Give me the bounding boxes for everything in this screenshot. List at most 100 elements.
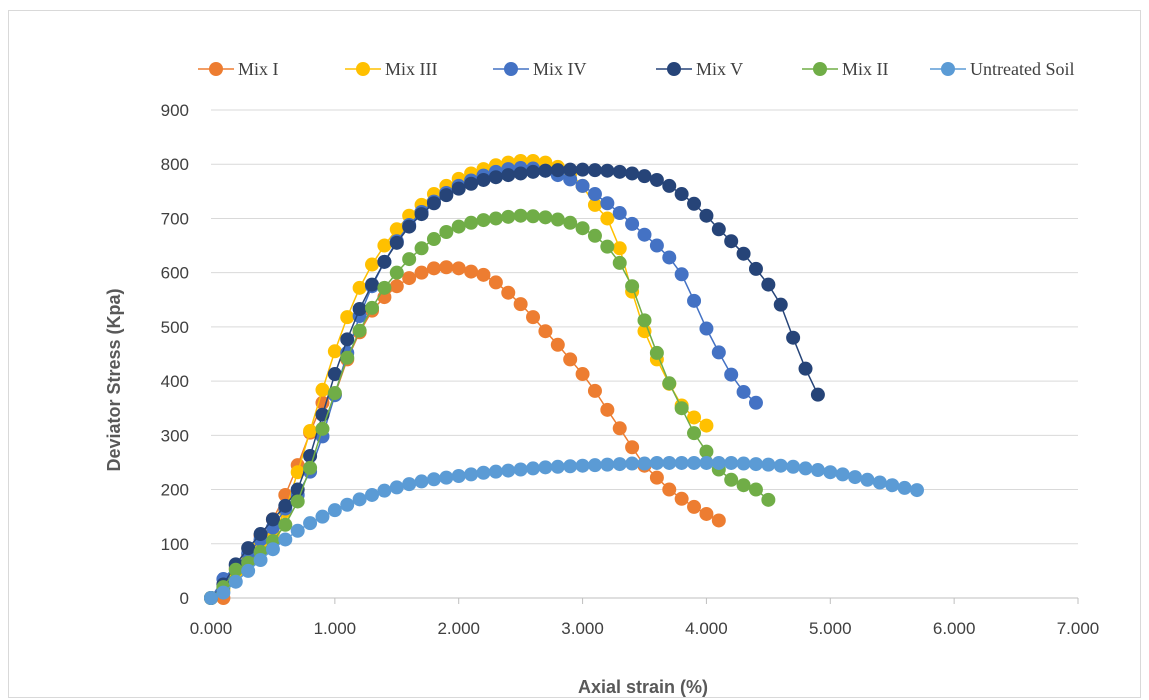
data-point bbox=[798, 461, 813, 476]
data-point bbox=[526, 310, 541, 325]
data-point bbox=[303, 423, 318, 438]
data-point bbox=[600, 196, 615, 211]
data-point bbox=[637, 456, 652, 471]
data-point bbox=[761, 277, 776, 292]
data-point bbox=[327, 367, 342, 382]
series-untreated-soil bbox=[204, 455, 924, 605]
data-point bbox=[513, 297, 528, 312]
data-point bbox=[587, 197, 602, 212]
data-point bbox=[625, 440, 640, 455]
y-tick-label: 700 bbox=[161, 209, 189, 228]
data-point bbox=[278, 517, 293, 532]
data-point bbox=[736, 478, 751, 493]
data-point bbox=[909, 483, 924, 498]
data-point bbox=[736, 456, 751, 471]
legend-marker bbox=[504, 62, 518, 76]
data-point bbox=[674, 401, 689, 416]
data-point bbox=[724, 472, 739, 487]
data-point bbox=[340, 332, 355, 347]
y-tick-label: 100 bbox=[161, 535, 189, 554]
data-point bbox=[786, 459, 801, 474]
data-point bbox=[637, 169, 652, 184]
legend-label: Mix V bbox=[696, 59, 743, 79]
data-point bbox=[389, 480, 404, 495]
y-tick-label: 200 bbox=[161, 481, 189, 500]
series-line bbox=[210, 462, 918, 599]
data-point bbox=[389, 265, 404, 280]
data-point bbox=[575, 458, 590, 473]
x-tick-label: 6.000 bbox=[933, 619, 976, 638]
data-point bbox=[748, 395, 763, 410]
legend-label: Mix I bbox=[238, 59, 279, 79]
data-point bbox=[699, 208, 714, 223]
x-tick-label: 3.000 bbox=[561, 619, 604, 638]
data-point bbox=[662, 455, 677, 470]
data-point bbox=[278, 532, 293, 547]
legend-label: Mix II bbox=[842, 59, 889, 79]
data-point bbox=[476, 213, 491, 228]
data-point bbox=[625, 279, 640, 294]
series-group bbox=[204, 153, 924, 605]
data-point bbox=[872, 475, 887, 490]
data-point bbox=[550, 337, 565, 352]
data-point bbox=[687, 455, 702, 470]
data-point bbox=[674, 267, 689, 282]
data-point bbox=[600, 402, 615, 417]
x-tick-labels: 0.000 1.000 2.000 3.000 4.000 5.000 6.000 7.000 bbox=[190, 598, 1099, 638]
data-point bbox=[786, 330, 801, 345]
data-point bbox=[340, 350, 355, 365]
data-point bbox=[563, 172, 578, 187]
data-point bbox=[526, 461, 541, 476]
data-point bbox=[439, 225, 454, 239]
data-point bbox=[687, 293, 702, 308]
data-point bbox=[476, 267, 491, 282]
data-point bbox=[637, 227, 652, 242]
data-point bbox=[649, 238, 664, 253]
data-point bbox=[724, 367, 739, 382]
data-point bbox=[464, 264, 479, 279]
data-point bbox=[711, 455, 726, 470]
data-point bbox=[414, 474, 429, 489]
data-point bbox=[365, 487, 380, 502]
data-point bbox=[674, 491, 689, 506]
data-point bbox=[340, 310, 355, 325]
data-point bbox=[600, 163, 615, 178]
data-point bbox=[600, 239, 615, 254]
data-point bbox=[290, 465, 305, 480]
data-point bbox=[451, 181, 466, 196]
data-point bbox=[773, 458, 788, 473]
data-point bbox=[327, 503, 342, 518]
data-point bbox=[699, 444, 714, 459]
data-point bbox=[488, 211, 503, 226]
y-tick-label: 500 bbox=[161, 318, 189, 337]
data-point bbox=[563, 459, 578, 474]
y-axis-title: Deviator Stress (Kpa) bbox=[104, 288, 124, 471]
data-point bbox=[538, 210, 553, 225]
data-point bbox=[402, 477, 417, 492]
data-point bbox=[228, 562, 243, 577]
data-point bbox=[377, 280, 392, 295]
data-point bbox=[513, 208, 528, 223]
x-tick-label: 2.000 bbox=[437, 619, 480, 638]
data-point bbox=[662, 250, 677, 265]
data-point bbox=[451, 219, 466, 234]
data-point bbox=[662, 482, 677, 497]
data-point bbox=[241, 541, 256, 556]
data-point bbox=[377, 254, 392, 269]
data-point bbox=[439, 260, 454, 275]
data-point bbox=[501, 285, 516, 300]
data-point bbox=[612, 255, 627, 270]
y-tick-labels: 0 100 200 300 400 500 600 700 800 900 bbox=[161, 101, 189, 608]
data-point bbox=[587, 187, 602, 202]
data-point bbox=[228, 574, 243, 589]
legend-label: Mix III bbox=[385, 59, 438, 79]
data-point bbox=[649, 470, 664, 485]
data-point bbox=[575, 367, 590, 382]
legend-marker bbox=[813, 62, 827, 76]
legend-item: Mix IV bbox=[493, 59, 587, 79]
data-point bbox=[587, 458, 602, 473]
data-point bbox=[402, 271, 417, 286]
y-tick-label: 0 bbox=[180, 589, 189, 608]
legend: Mix I Mix III Mix IV Mix V Mix II Untreated S… bbox=[198, 59, 1074, 79]
data-point bbox=[885, 478, 900, 493]
